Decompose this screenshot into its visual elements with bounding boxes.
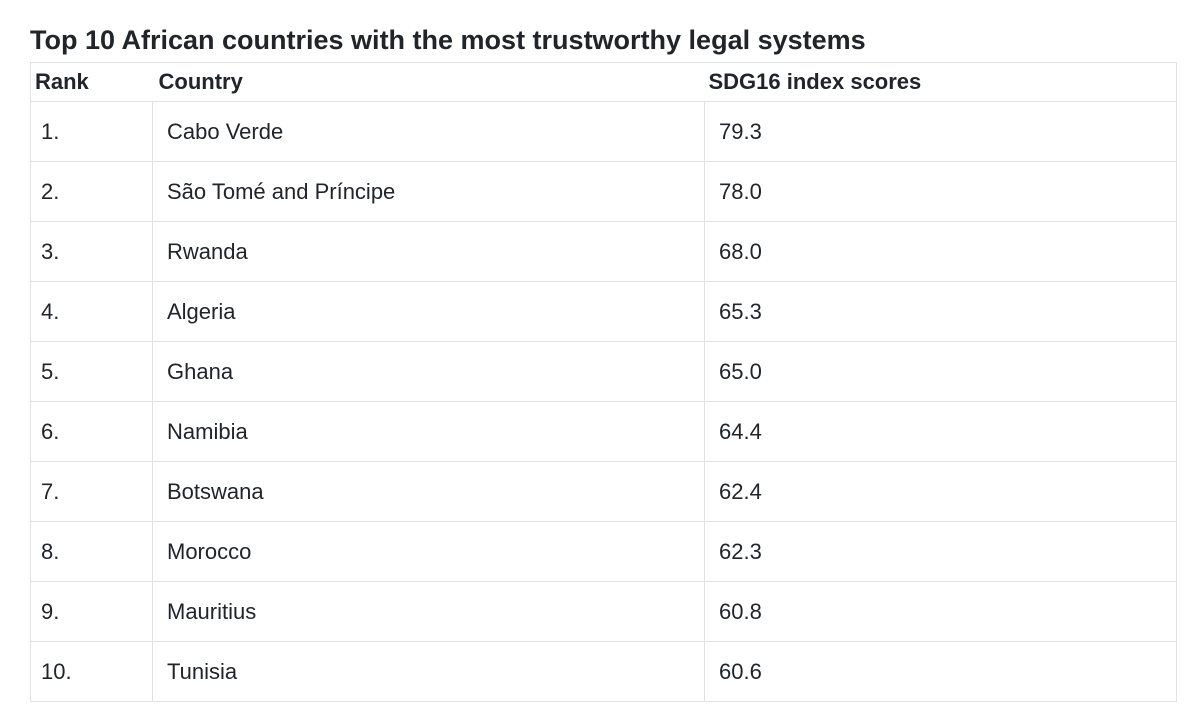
table-row: 3. Rwanda 68.0	[30, 221, 1177, 283]
table-header-row: Rank Country SDG16 index scores	[30, 62, 1177, 103]
table-row: 9. Mauritius 60.8	[30, 581, 1177, 643]
column-header-country: Country	[152, 62, 705, 103]
score-cell: 60.8	[704, 581, 1177, 643]
table-row: 1. Cabo Verde 79.3	[30, 101, 1177, 163]
table-body: 1. Cabo Verde 79.3 2. São Tomé and Prínc…	[30, 101, 1177, 703]
table-row: 6. Namibia 64.4	[30, 401, 1177, 463]
country-cell: Cabo Verde	[152, 101, 705, 163]
column-header-score: SDG16 index scores	[704, 62, 1177, 103]
table-row: 8. Morocco 62.3	[30, 521, 1177, 583]
rank-cell: 8.	[30, 521, 153, 583]
score-cell: 60.6	[704, 641, 1177, 703]
country-cell: Tunisia	[152, 641, 705, 703]
score-cell: 65.0	[704, 341, 1177, 403]
table-row: 2. São Tomé and Príncipe 78.0	[30, 161, 1177, 223]
score-cell: 62.3	[704, 521, 1177, 583]
table-row: 5. Ghana 65.0	[30, 341, 1177, 403]
score-cell: 68.0	[704, 221, 1177, 283]
rank-cell: 10.	[30, 641, 153, 703]
rank-cell: 9.	[30, 581, 153, 643]
rank-cell: 4.	[30, 281, 153, 343]
country-cell: Rwanda	[152, 221, 705, 283]
rank-cell: 6.	[30, 401, 153, 463]
rank-cell: 5.	[30, 341, 153, 403]
country-cell: Ghana	[152, 341, 705, 403]
score-cell: 79.3	[704, 101, 1177, 163]
rank-cell: 7.	[30, 461, 153, 523]
page-title: Top 10 African countries with the most t…	[30, 25, 866, 55]
table-row: 10. Tunisia 60.6	[30, 641, 1177, 703]
score-cell: 65.3	[704, 281, 1177, 343]
column-header-rank: Rank	[30, 62, 153, 103]
table-row: 4. Algeria 65.3	[30, 281, 1177, 343]
country-cell: Algeria	[152, 281, 705, 343]
rank-cell: 2.	[30, 161, 153, 223]
country-cell: Morocco	[152, 521, 705, 583]
score-cell: 64.4	[704, 401, 1177, 463]
score-cell: 78.0	[704, 161, 1177, 223]
score-cell: 62.4	[704, 461, 1177, 523]
table-row: 7. Botswana 62.4	[30, 461, 1177, 523]
ranking-table: Rank Country SDG16 index scores 1. Cabo …	[30, 62, 1177, 703]
rank-cell: 1.	[30, 101, 153, 163]
country-cell: Botswana	[152, 461, 705, 523]
rank-cell: 3.	[30, 221, 153, 283]
country-cell: São Tomé and Príncipe	[152, 161, 705, 223]
country-cell: Namibia	[152, 401, 705, 463]
country-cell: Mauritius	[152, 581, 705, 643]
